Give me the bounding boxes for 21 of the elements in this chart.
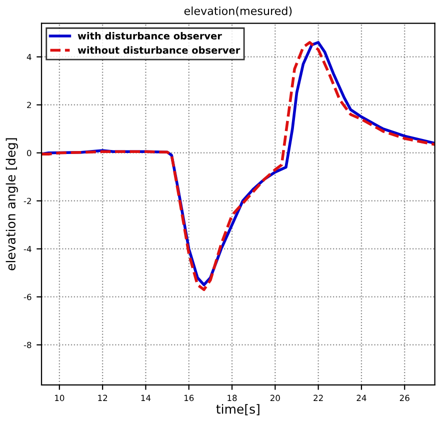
x-axis-title: time[s] <box>216 404 260 416</box>
chart-title: elevation(mesured) <box>184 6 292 16</box>
x-tick-label: 24 <box>356 394 366 401</box>
x-tick-label: 18 <box>228 394 237 402</box>
legend-label: without disturbance observer <box>78 46 240 54</box>
x-tick-label: 10 <box>55 394 64 402</box>
x-tick-label: 16 <box>184 394 194 402</box>
y-tick-label: -4 <box>24 246 32 252</box>
x-tick-label: 26 <box>400 394 410 402</box>
y-tick-label: 4 <box>26 54 32 60</box>
x-tick-label: 12 <box>98 394 108 401</box>
y-axis-title: elevation angle [deg] <box>6 138 18 270</box>
x-tick-label: 22 <box>314 394 323 401</box>
legend-label: with disturbance observer <box>78 32 222 40</box>
x-tick-label: 20 <box>270 394 280 402</box>
y-tick-label: 2 <box>27 102 31 108</box>
x-tick-label: 14 <box>141 394 151 401</box>
y-tick-label: -8 <box>24 342 32 348</box>
y-tick-label: -2 <box>24 198 31 204</box>
y-tick-label: 0 <box>27 150 32 156</box>
y-tick-label: -6 <box>24 294 32 300</box>
